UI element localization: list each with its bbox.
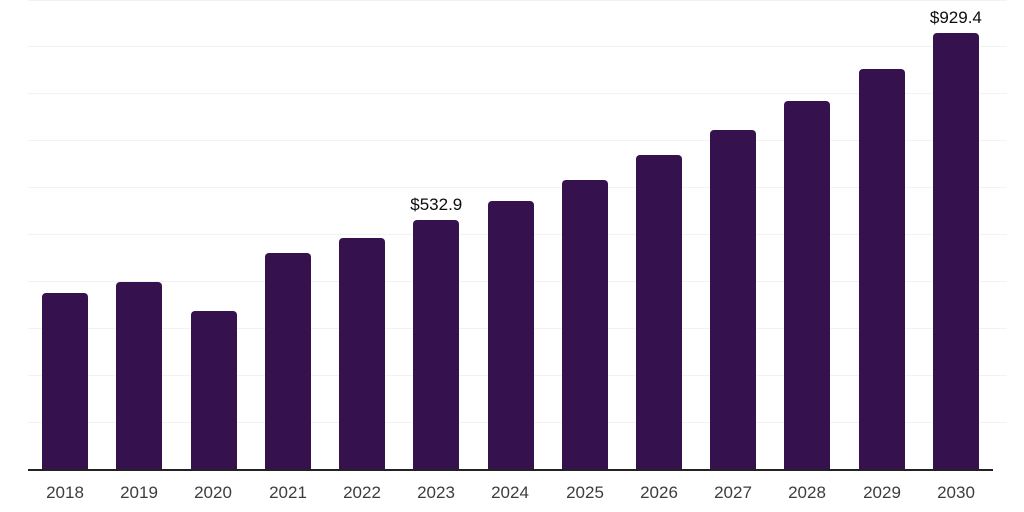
gridline-900	[28, 46, 1007, 47]
bar-2021	[265, 253, 311, 470]
x-tick-2023: 2023	[417, 483, 455, 502]
bar-2030	[933, 33, 979, 470]
bar-2026	[636, 155, 682, 470]
gridline-1000	[28, 0, 1007, 1]
x-tick-2022: 2022	[343, 483, 381, 502]
bar-2027	[710, 130, 756, 470]
x-tick-2018: 2018	[46, 483, 84, 502]
bar-2019	[116, 282, 162, 470]
bar-2020	[191, 311, 237, 470]
x-tick-2027: 2027	[714, 483, 752, 502]
x-tick-2030: 2030	[937, 483, 975, 502]
data-label-2030: $929.4	[929, 8, 982, 27]
bar-2022	[339, 238, 385, 470]
x-tick-2025: 2025	[566, 483, 604, 502]
bar-2025	[562, 180, 608, 470]
x-tick-2020: 2020	[194, 483, 232, 502]
bar-2029	[859, 69, 905, 470]
x-tick-2021: 2021	[269, 483, 307, 502]
x-axis-line	[28, 469, 993, 471]
x-tick-2019: 2019	[120, 483, 158, 502]
x-tick-2026: 2026	[640, 483, 678, 502]
x-tick-2024: 2024	[491, 483, 529, 502]
bar-2024	[488, 201, 534, 470]
bar-2023	[413, 220, 459, 470]
x-tick-2029: 2029	[863, 483, 901, 502]
x-tick-2028: 2028	[788, 483, 826, 502]
data-label-2023: $532.9	[410, 195, 463, 214]
bar-2018	[42, 293, 88, 470]
bar-2028	[784, 101, 830, 470]
